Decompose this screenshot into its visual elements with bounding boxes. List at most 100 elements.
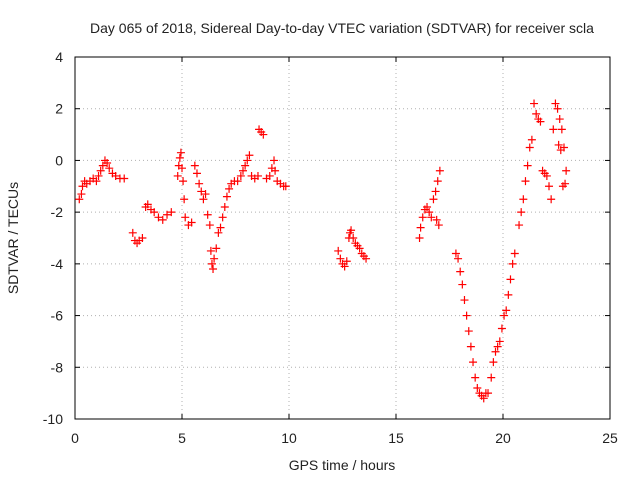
data-point (504, 290, 513, 299)
data-point (218, 213, 227, 222)
data-point (340, 262, 349, 271)
data-point (416, 223, 425, 232)
data-point (342, 257, 351, 266)
y-tick-label: -2 (51, 204, 64, 220)
data-point (515, 221, 524, 230)
data-point (103, 159, 112, 168)
data-point (451, 249, 460, 258)
data-point (519, 195, 528, 204)
x-tick-label: 10 (281, 430, 297, 446)
data-point (554, 140, 563, 149)
data-point (334, 246, 343, 255)
y-tick-label: -8 (51, 359, 64, 375)
data-point (195, 179, 204, 188)
data-point (429, 195, 438, 204)
data-point (497, 324, 506, 333)
data-point (214, 228, 223, 237)
data-point (527, 135, 536, 144)
data-point (143, 200, 152, 209)
data-point (557, 125, 566, 134)
data-point (128, 228, 137, 237)
data-point (508, 259, 517, 268)
data-point (434, 221, 443, 230)
chart-title: Day 065 of 2018, Sidereal Day-to-day VTE… (90, 20, 594, 36)
data-point (493, 342, 502, 351)
data-point (517, 208, 526, 217)
data-point (158, 215, 167, 224)
data-point (427, 213, 436, 222)
data-point (216, 223, 225, 232)
data-point (207, 259, 216, 268)
data-point (199, 195, 208, 204)
data-point (192, 169, 201, 178)
data-point (259, 130, 268, 139)
data-point (500, 311, 509, 320)
y-tick-label: 2 (55, 101, 63, 117)
data-point (271, 166, 280, 175)
data-point (525, 143, 534, 152)
data-point (265, 171, 274, 180)
data-point (190, 161, 199, 170)
data-point (98, 161, 107, 170)
y-tick-label: -4 (51, 256, 64, 272)
data-point (180, 195, 189, 204)
data-point (536, 117, 545, 126)
x-tick-label: 25 (602, 430, 618, 446)
data-point (203, 210, 212, 219)
data-point (523, 161, 532, 170)
data-point (94, 171, 103, 180)
data-point (555, 115, 564, 124)
data-point (154, 213, 163, 222)
data-point (120, 174, 129, 183)
x-axis-label: GPS time / hours (289, 457, 396, 473)
data-point (176, 148, 185, 157)
data-point (205, 221, 214, 230)
data-point (433, 177, 442, 186)
data-point (473, 383, 482, 392)
data-point (212, 244, 221, 253)
data-point (220, 202, 229, 211)
data-point (236, 171, 245, 180)
data-point (415, 234, 424, 242)
y-axis-label: SDTVAR / TECUs (5, 182, 21, 294)
x-tick-label: 20 (495, 430, 511, 446)
data-point (111, 171, 120, 180)
data-point (506, 275, 515, 284)
data-point (187, 218, 196, 227)
data-point (454, 254, 463, 263)
data-point (489, 358, 498, 367)
data-point (222, 192, 231, 201)
data-point (469, 358, 478, 367)
data-point (209, 265, 218, 274)
y-tick-label: -6 (51, 308, 64, 324)
data-point (479, 394, 488, 403)
data-point (238, 166, 247, 175)
data-point (510, 249, 519, 258)
y-tick-label: -10 (43, 411, 63, 427)
y-tick-label: 0 (55, 152, 63, 168)
x-tick-label: 0 (71, 430, 79, 446)
data-point (362, 254, 371, 263)
data-point (466, 342, 475, 351)
data-point (77, 190, 86, 199)
data-point (471, 373, 480, 382)
data-point (75, 195, 84, 204)
data-point (336, 254, 345, 263)
data-point (530, 99, 539, 108)
data-point (347, 226, 356, 235)
data-point (173, 171, 182, 180)
data-point (423, 202, 432, 211)
data-point (253, 171, 262, 180)
data-point (456, 267, 465, 276)
data-point (431, 187, 440, 196)
data-point (542, 171, 551, 180)
data-point (418, 213, 427, 222)
data-point (462, 311, 471, 320)
data-point (562, 166, 571, 175)
data-point (245, 151, 254, 160)
y-tick-label: 4 (55, 49, 63, 65)
x-tick-label: 15 (388, 430, 404, 446)
data-point (551, 99, 560, 108)
